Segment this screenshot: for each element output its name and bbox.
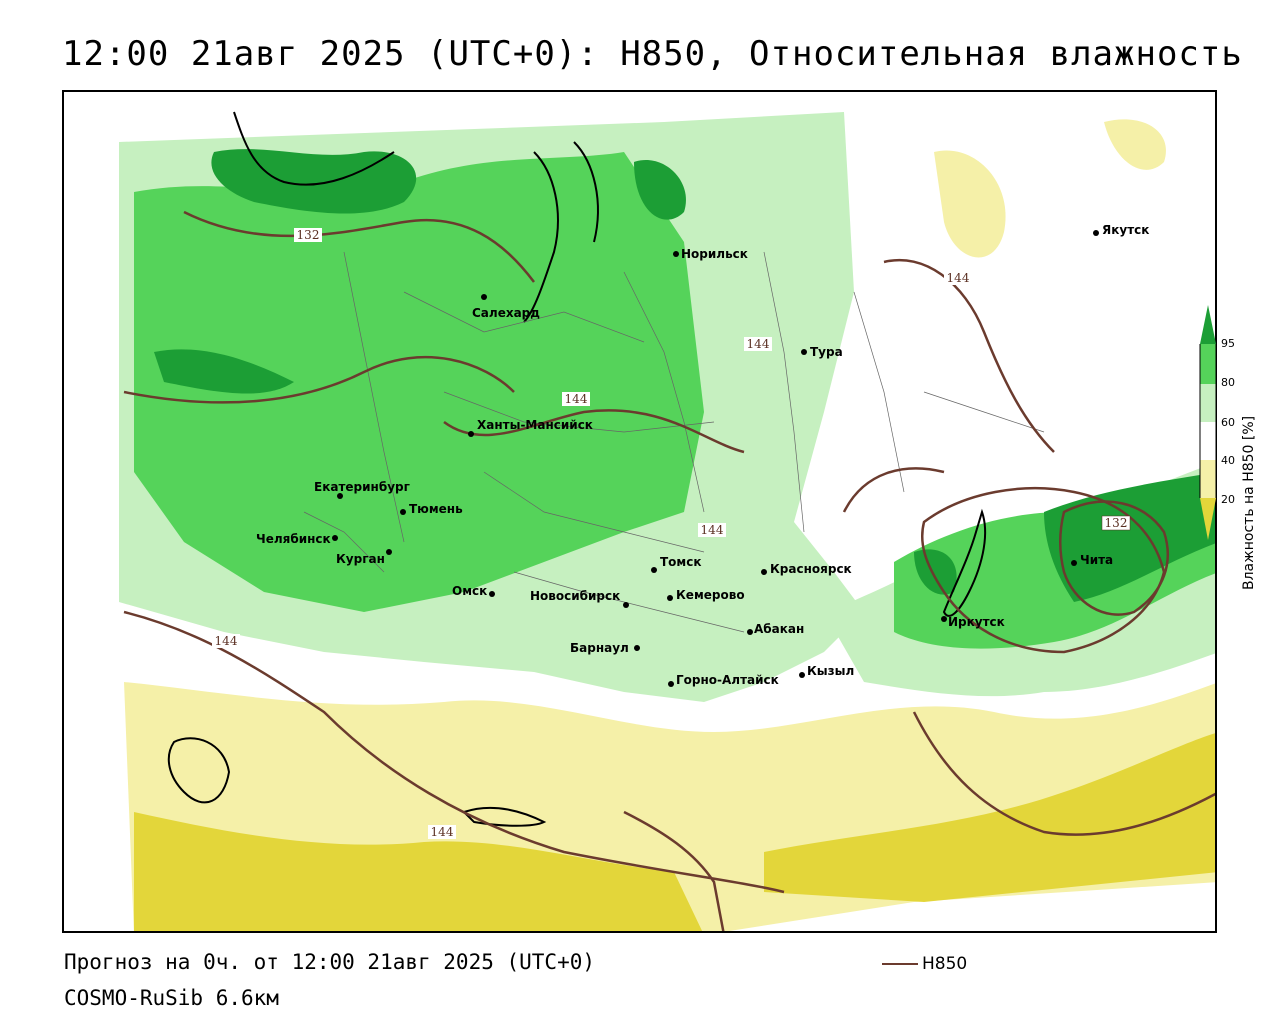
isoline-label: 132 xyxy=(294,228,322,242)
dry-patch-northeast xyxy=(934,150,1006,258)
colorbar-tick: 60 xyxy=(1221,416,1235,429)
isoline-label: 144 xyxy=(212,634,240,648)
svg-text:Омск: Омск xyxy=(452,584,487,598)
colorbar-segment-80 xyxy=(1200,384,1216,422)
svg-text:Иркутск: Иркутск xyxy=(948,615,1005,629)
svg-text:Норильск: Норильск xyxy=(681,247,748,261)
h850-isolines xyxy=(123,210,1215,931)
lake-baikal xyxy=(942,508,987,617)
svg-text:132: 132 xyxy=(1105,516,1128,530)
svg-text:Курган: Курган xyxy=(336,552,385,566)
city-khanty-mansiysk[interactable]: Ханты-Мансийск xyxy=(468,418,593,437)
svg-text:Кызыл: Кызыл xyxy=(807,664,854,678)
svg-text:Абакан: Абакан xyxy=(754,622,804,636)
svg-text:144: 144 xyxy=(215,634,238,648)
very-wet-patch-north xyxy=(211,149,417,214)
city-tomsk[interactable]: Томск xyxy=(651,555,702,573)
svg-text:144: 144 xyxy=(565,392,588,406)
colorbar-tick: 95 xyxy=(1221,337,1235,350)
map-svg: 132 144 144 144 144 144 xyxy=(119,111,1215,931)
svg-text:Чита: Чита xyxy=(1080,553,1113,567)
very-dry-region-south xyxy=(134,812,703,931)
map-panel[interactable]: 132 144 144 144 144 144 xyxy=(62,90,1217,933)
caspian-outline xyxy=(167,737,231,804)
svg-text:Челябинск: Челябинск xyxy=(256,532,331,546)
colorbar-title: Влажность на H850 [%] xyxy=(1241,415,1257,590)
svg-text:Ханты-Мансийск: Ханты-Мансийск xyxy=(477,418,593,432)
city-ekaterinburg[interactable]: Екатеринбург xyxy=(314,480,410,499)
city-norilsk[interactable]: Норильск xyxy=(673,247,748,261)
city-tura[interactable]: Тура xyxy=(801,345,843,359)
city-krasnoyarsk[interactable]: Красноярск xyxy=(761,562,852,576)
coastline-kara xyxy=(233,111,395,186)
city-omsk[interactable]: Омск xyxy=(452,584,495,598)
city-yakutsk[interactable]: Якутск xyxy=(1093,223,1149,237)
svg-text:Барнаул: Барнаул xyxy=(570,641,629,655)
svg-text:Красноярск: Красноярск xyxy=(770,562,852,576)
lake-balkhash xyxy=(462,806,547,827)
svg-text:Новосибирск: Новосибирск xyxy=(530,589,620,603)
city-kurgan[interactable]: Курган xyxy=(336,549,392,566)
svg-text:144: 144 xyxy=(431,825,454,839)
svg-text:Тура: Тура xyxy=(810,345,843,359)
isoline-label: 144 xyxy=(944,271,972,285)
map-title: 12:00 21авг 2025 (UTC+0): H850, Относите… xyxy=(62,34,1243,74)
svg-text:132: 132 xyxy=(297,228,320,242)
colorbar-top-arrow xyxy=(1200,305,1216,344)
colorbar-tick: 40 xyxy=(1221,454,1235,467)
colorbar-segment-95 xyxy=(1200,344,1216,384)
svg-text:144: 144 xyxy=(701,523,724,537)
very-wet-patch-taymyr xyxy=(634,160,686,220)
forecast-info: Прогноз на 0ч. от 12:00 21авг 2025 (UTC+… xyxy=(64,950,596,974)
svg-text:Кемерово: Кемерово xyxy=(676,588,745,602)
svg-text:144: 144 xyxy=(947,271,970,285)
isoline-label: 144 xyxy=(562,392,590,406)
city-abakan[interactable]: Абакан xyxy=(747,622,804,636)
colorbar-segment-40 xyxy=(1200,460,1216,498)
city-barnaul[interactable]: Барнаул xyxy=(570,641,640,655)
colorbar-segment-60 xyxy=(1200,422,1216,460)
isoline-label: 132 xyxy=(1101,515,1131,531)
region-boundaries xyxy=(303,251,1045,633)
colorbar-tick: 80 xyxy=(1221,376,1235,389)
isoline-label: 144 xyxy=(744,337,772,351)
isoline-legend-swatch xyxy=(882,963,918,965)
city-chelyabinsk[interactable]: Челябинск xyxy=(256,532,338,546)
dry-patch-northeast-2 xyxy=(1104,119,1166,170)
svg-text:Тюмень: Тюмень xyxy=(409,502,463,516)
city-novosibirsk[interactable]: Новосибирск xyxy=(530,589,629,608)
colorbar-tick: 20 xyxy=(1221,493,1235,506)
svg-text:Томск: Томск xyxy=(660,555,702,569)
very-wet-patch-irkutsk xyxy=(914,549,957,595)
isoline-legend: H850 xyxy=(882,954,967,974)
city-salekhard[interactable]: Салехард xyxy=(472,294,540,320)
svg-text:Салехард: Салехард xyxy=(472,306,540,320)
city-kyzyl[interactable]: Кызыл xyxy=(799,664,854,678)
isoline-legend-label: H850 xyxy=(922,954,968,974)
isoline-label: 144 xyxy=(698,523,726,537)
svg-text:144: 144 xyxy=(747,337,770,351)
city-kemerovo[interactable]: Кемерово xyxy=(667,588,745,602)
very-wet-patch-west xyxy=(154,349,294,394)
model-info: COSMO-RuSib 6.6км xyxy=(64,986,279,1010)
coastline-gydan xyxy=(573,141,599,243)
cities: Норильск Салехард Тура Якутск Ханты-Манс… xyxy=(256,223,1149,687)
very-dry-region-southeast xyxy=(764,733,1215,902)
city-chita[interactable]: Чита xyxy=(1071,553,1113,567)
city-irkutsk[interactable]: Иркутск xyxy=(941,615,1005,629)
city-gorno-altaysk[interactable]: Горно-Алтайск xyxy=(668,673,779,687)
colorbar-bottom-arrow xyxy=(1200,498,1216,540)
wet-region-core xyxy=(134,152,704,612)
svg-text:Якутск: Якутск xyxy=(1102,223,1149,237)
coastline-yamal xyxy=(523,151,559,323)
very-wet-region-chita xyxy=(1044,472,1215,602)
svg-text:Екатеринбург: Екатеринбург xyxy=(314,480,410,494)
humidity-colorbar xyxy=(1199,305,1217,540)
svg-text:Горно-Алтайск: Горно-Алтайск xyxy=(676,673,779,687)
isoline-label: 144 xyxy=(428,825,456,839)
isoline-labels: 132 144 144 144 144 144 xyxy=(212,228,1131,839)
city-tyumen[interactable]: Тюмень xyxy=(400,502,463,516)
